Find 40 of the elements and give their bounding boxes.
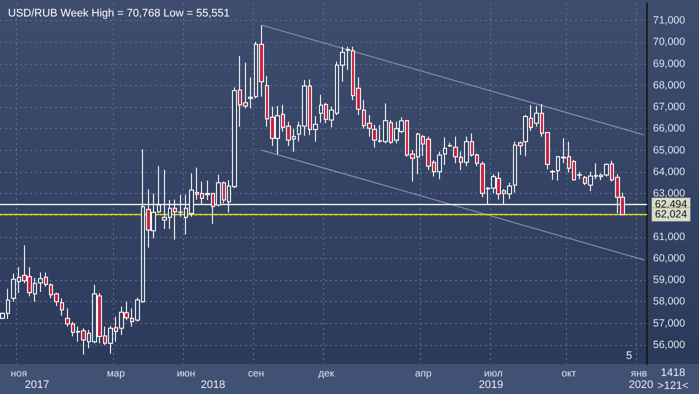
text: 2017 (24, 379, 50, 391)
x-tick-label: дек (318, 368, 335, 380)
candlestick (448, 142, 452, 148)
y-tick-label: 67,000 (653, 101, 686, 114)
text: 2018 (200, 379, 226, 391)
candlestick (248, 76, 253, 109)
text: 1418 (660, 367, 686, 379)
text: 2020 (628, 379, 654, 391)
y-tick-label: 63,000 (653, 188, 686, 200)
y-tick-label: 65,000 (653, 144, 686, 156)
y-tick-label: 57,000 (653, 317, 686, 330)
ref-line-label: 62,494 (655, 198, 688, 211)
text: 2019 (478, 379, 504, 391)
y-tick-label: 64,000 (653, 166, 686, 178)
y-tick-label: 70,000 (653, 36, 686, 48)
x-tick-label: сен (248, 368, 264, 380)
y-tick-label: 71,000 (653, 14, 686, 27)
x-tick-label: апр (414, 368, 432, 380)
y-tick-label: 56,000 (653, 338, 686, 351)
y-tick-label: 60,000 (653, 252, 686, 264)
candlestick (443, 136, 447, 166)
candlestick (550, 169, 555, 180)
y-tick-label: 59,000 (653, 274, 686, 286)
candlestick (60, 298, 64, 316)
y-tick-label: 66,000 (653, 122, 686, 135)
candlestick (372, 124, 377, 148)
x-tick-label: мар (106, 368, 126, 380)
y-tick-label: 61,000 (653, 230, 686, 243)
annotation: 5 (626, 350, 632, 362)
x-tick-label: янв (630, 368, 648, 380)
y-tick-label: 68,000 (653, 79, 686, 92)
ref-line-label: 62,024 (655, 208, 688, 221)
y-tick-label: 58,000 (653, 296, 686, 308)
x-tick-label: июн (176, 368, 196, 380)
x-tick-label: окт (562, 368, 577, 380)
text: >121< (657, 380, 689, 392)
y-tick-label: 69,000 (653, 58, 686, 70)
x-tick-label: ноя (10, 368, 28, 380)
x-tick-label: июл (484, 368, 503, 380)
chart-title: USD/RUB Week High = 70,768 Low = 55,551 (8, 8, 230, 20)
